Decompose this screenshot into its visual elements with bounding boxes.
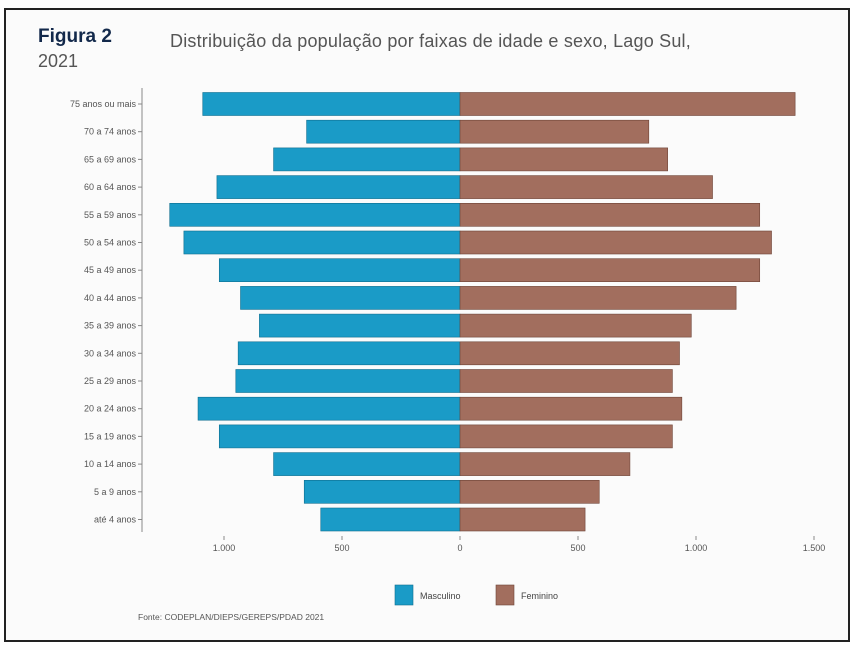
bar-feminino bbox=[459, 119, 650, 144]
y-tick-label: 65 a 69 anos bbox=[84, 154, 137, 164]
figure-label: Figura 2 bbox=[38, 26, 112, 47]
bar-feminino bbox=[459, 369, 673, 393]
y-tick-label: 15 a 19 anos bbox=[84, 431, 137, 441]
bar-feminino bbox=[459, 341, 680, 366]
bar-masculino bbox=[216, 175, 461, 199]
x-tick-label: 1.500 bbox=[803, 543, 826, 553]
bar-masculino bbox=[197, 396, 461, 421]
x-tick-label: 1.000 bbox=[685, 543, 708, 553]
y-tick-label: 60 a 64 anos bbox=[84, 182, 137, 192]
bar-feminino bbox=[459, 175, 713, 199]
bar-masculino bbox=[259, 313, 461, 338]
bar-feminino bbox=[459, 230, 772, 255]
y-tick-label: até 4 anos bbox=[94, 515, 137, 525]
bar-feminino bbox=[459, 313, 692, 338]
bar-masculino bbox=[306, 119, 461, 144]
bar-feminino bbox=[459, 92, 796, 116]
bar-masculino bbox=[273, 147, 461, 172]
legend-swatch-feminino bbox=[495, 584, 515, 606]
y-tick-label: 75 anos ou mais bbox=[70, 99, 137, 109]
y-tick-label: 50 a 54 anos bbox=[84, 238, 137, 248]
legend-label-masculino: Masculino bbox=[420, 591, 461, 601]
y-tick-label: 10 a 14 anos bbox=[84, 459, 137, 469]
bar-masculino bbox=[202, 92, 461, 116]
y-axis: 75 anos ou mais 70 a 74 anos 65 a 69 anos 6… bbox=[70, 88, 143, 532]
source-note: Fonte: CODEPLAN/DIEPS/GEREPS/PDAD 2021 bbox=[138, 612, 325, 622]
bar-masculino bbox=[169, 203, 461, 227]
bar-feminino bbox=[459, 452, 631, 476]
figure-title: Distribuição da população por faixas de … bbox=[170, 31, 691, 51]
bar-masculino bbox=[303, 479, 461, 504]
x-tick-label: 500 bbox=[570, 543, 585, 553]
x-tick-label: 1.000 bbox=[213, 543, 236, 553]
y-tick-label: 70 a 74 anos bbox=[84, 127, 137, 137]
bar-feminino bbox=[459, 286, 737, 310]
bar-masculino bbox=[237, 341, 461, 366]
x-axis: 1.000 500 0 500 1.000 1.500 bbox=[213, 536, 826, 553]
y-tick-label: 25 a 29 anos bbox=[84, 376, 137, 386]
bars-group bbox=[169, 92, 796, 532]
bar-masculino bbox=[240, 286, 461, 310]
bar-masculino bbox=[273, 452, 461, 476]
bar-feminino bbox=[459, 258, 761, 283]
bar-masculino bbox=[218, 258, 461, 283]
bar-feminino bbox=[459, 507, 586, 532]
y-tick-label: 20 a 24 anos bbox=[84, 404, 137, 414]
bar-feminino bbox=[459, 147, 668, 172]
figure-year: 2021 bbox=[38, 51, 79, 71]
bar-feminino bbox=[459, 203, 761, 227]
bar-masculino bbox=[218, 424, 461, 449]
y-tick-label: 40 a 44 anos bbox=[84, 293, 137, 303]
bar-masculino bbox=[320, 507, 461, 532]
legend: Masculino Feminino bbox=[394, 584, 558, 606]
bar-masculino bbox=[183, 230, 461, 255]
legend-swatch-masculino bbox=[394, 584, 414, 606]
y-tick-label: 5 a 9 anos bbox=[94, 487, 137, 497]
bar-feminino bbox=[459, 424, 673, 449]
y-tick-label: 55 a 59 anos bbox=[84, 210, 137, 220]
x-tick-label: 0 bbox=[457, 543, 462, 553]
y-tick-label: 45 a 49 anos bbox=[84, 265, 137, 275]
bar-feminino bbox=[459, 396, 683, 421]
bar-feminino bbox=[459, 479, 600, 504]
x-tick-label: 500 bbox=[334, 543, 349, 553]
y-tick-label: 35 a 39 anos bbox=[84, 321, 137, 331]
bar-masculino bbox=[235, 369, 461, 393]
y-tick-label: 30 a 34 anos bbox=[84, 348, 137, 358]
legend-label-feminino: Feminino bbox=[521, 591, 558, 601]
